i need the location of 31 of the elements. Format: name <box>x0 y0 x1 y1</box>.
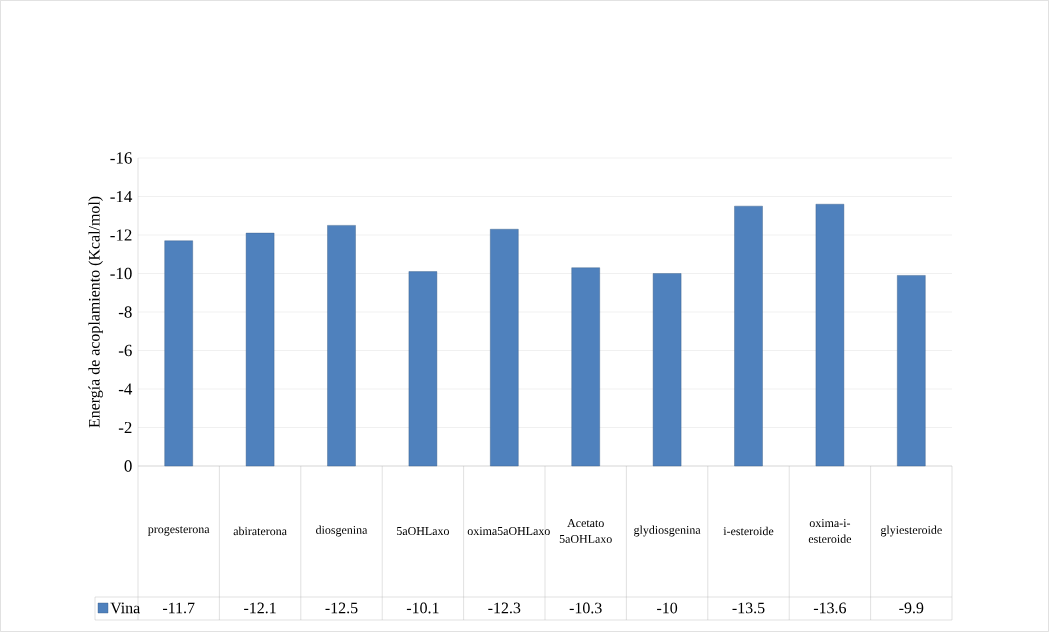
data-label: -9.9 <box>899 602 924 614</box>
data-label: -12.1 <box>244 602 276 614</box>
y-tick-label: -8 <box>118 306 132 318</box>
data-label: -10.1 <box>406 602 439 614</box>
data-label: -11.7 <box>162 602 195 614</box>
legend-label: Vina <box>110 602 141 614</box>
data-label: -13.6 <box>813 602 847 614</box>
y-tick-label: -4 <box>118 383 133 395</box>
x-tick-label: oxima-i-esteroide <box>808 519 852 543</box>
x-tick-label: abiraterona <box>233 526 287 536</box>
y-tick-label: -10 <box>110 267 132 280</box>
x-tick-label: oxima5aOHLaxo <box>467 526 550 536</box>
y-tick-label: -6 <box>118 344 132 357</box>
data-label: -10 <box>657 602 678 614</box>
x-tick-label: progesterona <box>148 526 210 536</box>
data-label: -12.3 <box>488 602 521 614</box>
y-tick-label: -2 <box>118 421 132 434</box>
x-tick-label: 5aOHLaxo <box>397 526 449 536</box>
x-tick-label: glyiesteroide <box>880 525 942 537</box>
y-tick-label: -12 <box>110 229 132 241</box>
y-tick-label: 0 <box>124 460 132 472</box>
y-tick-label: -16 <box>110 152 132 164</box>
data-label: -12.5 <box>325 602 358 614</box>
x-tick-label: diosgenina <box>316 525 368 537</box>
x-tick-label: Acetato 5aOHLaxo <box>559 519 612 543</box>
y-axis-title: Energía de acoplamiento (Kcal/mol) <box>88 196 103 428</box>
y-tick-label: -14 <box>110 190 133 203</box>
x-tick-label: glydiosgenina <box>634 525 701 537</box>
data-label: -10.3 <box>569 602 602 614</box>
data-label: -13.5 <box>732 602 765 614</box>
x-tick-label: i-esteroide <box>723 526 774 536</box>
